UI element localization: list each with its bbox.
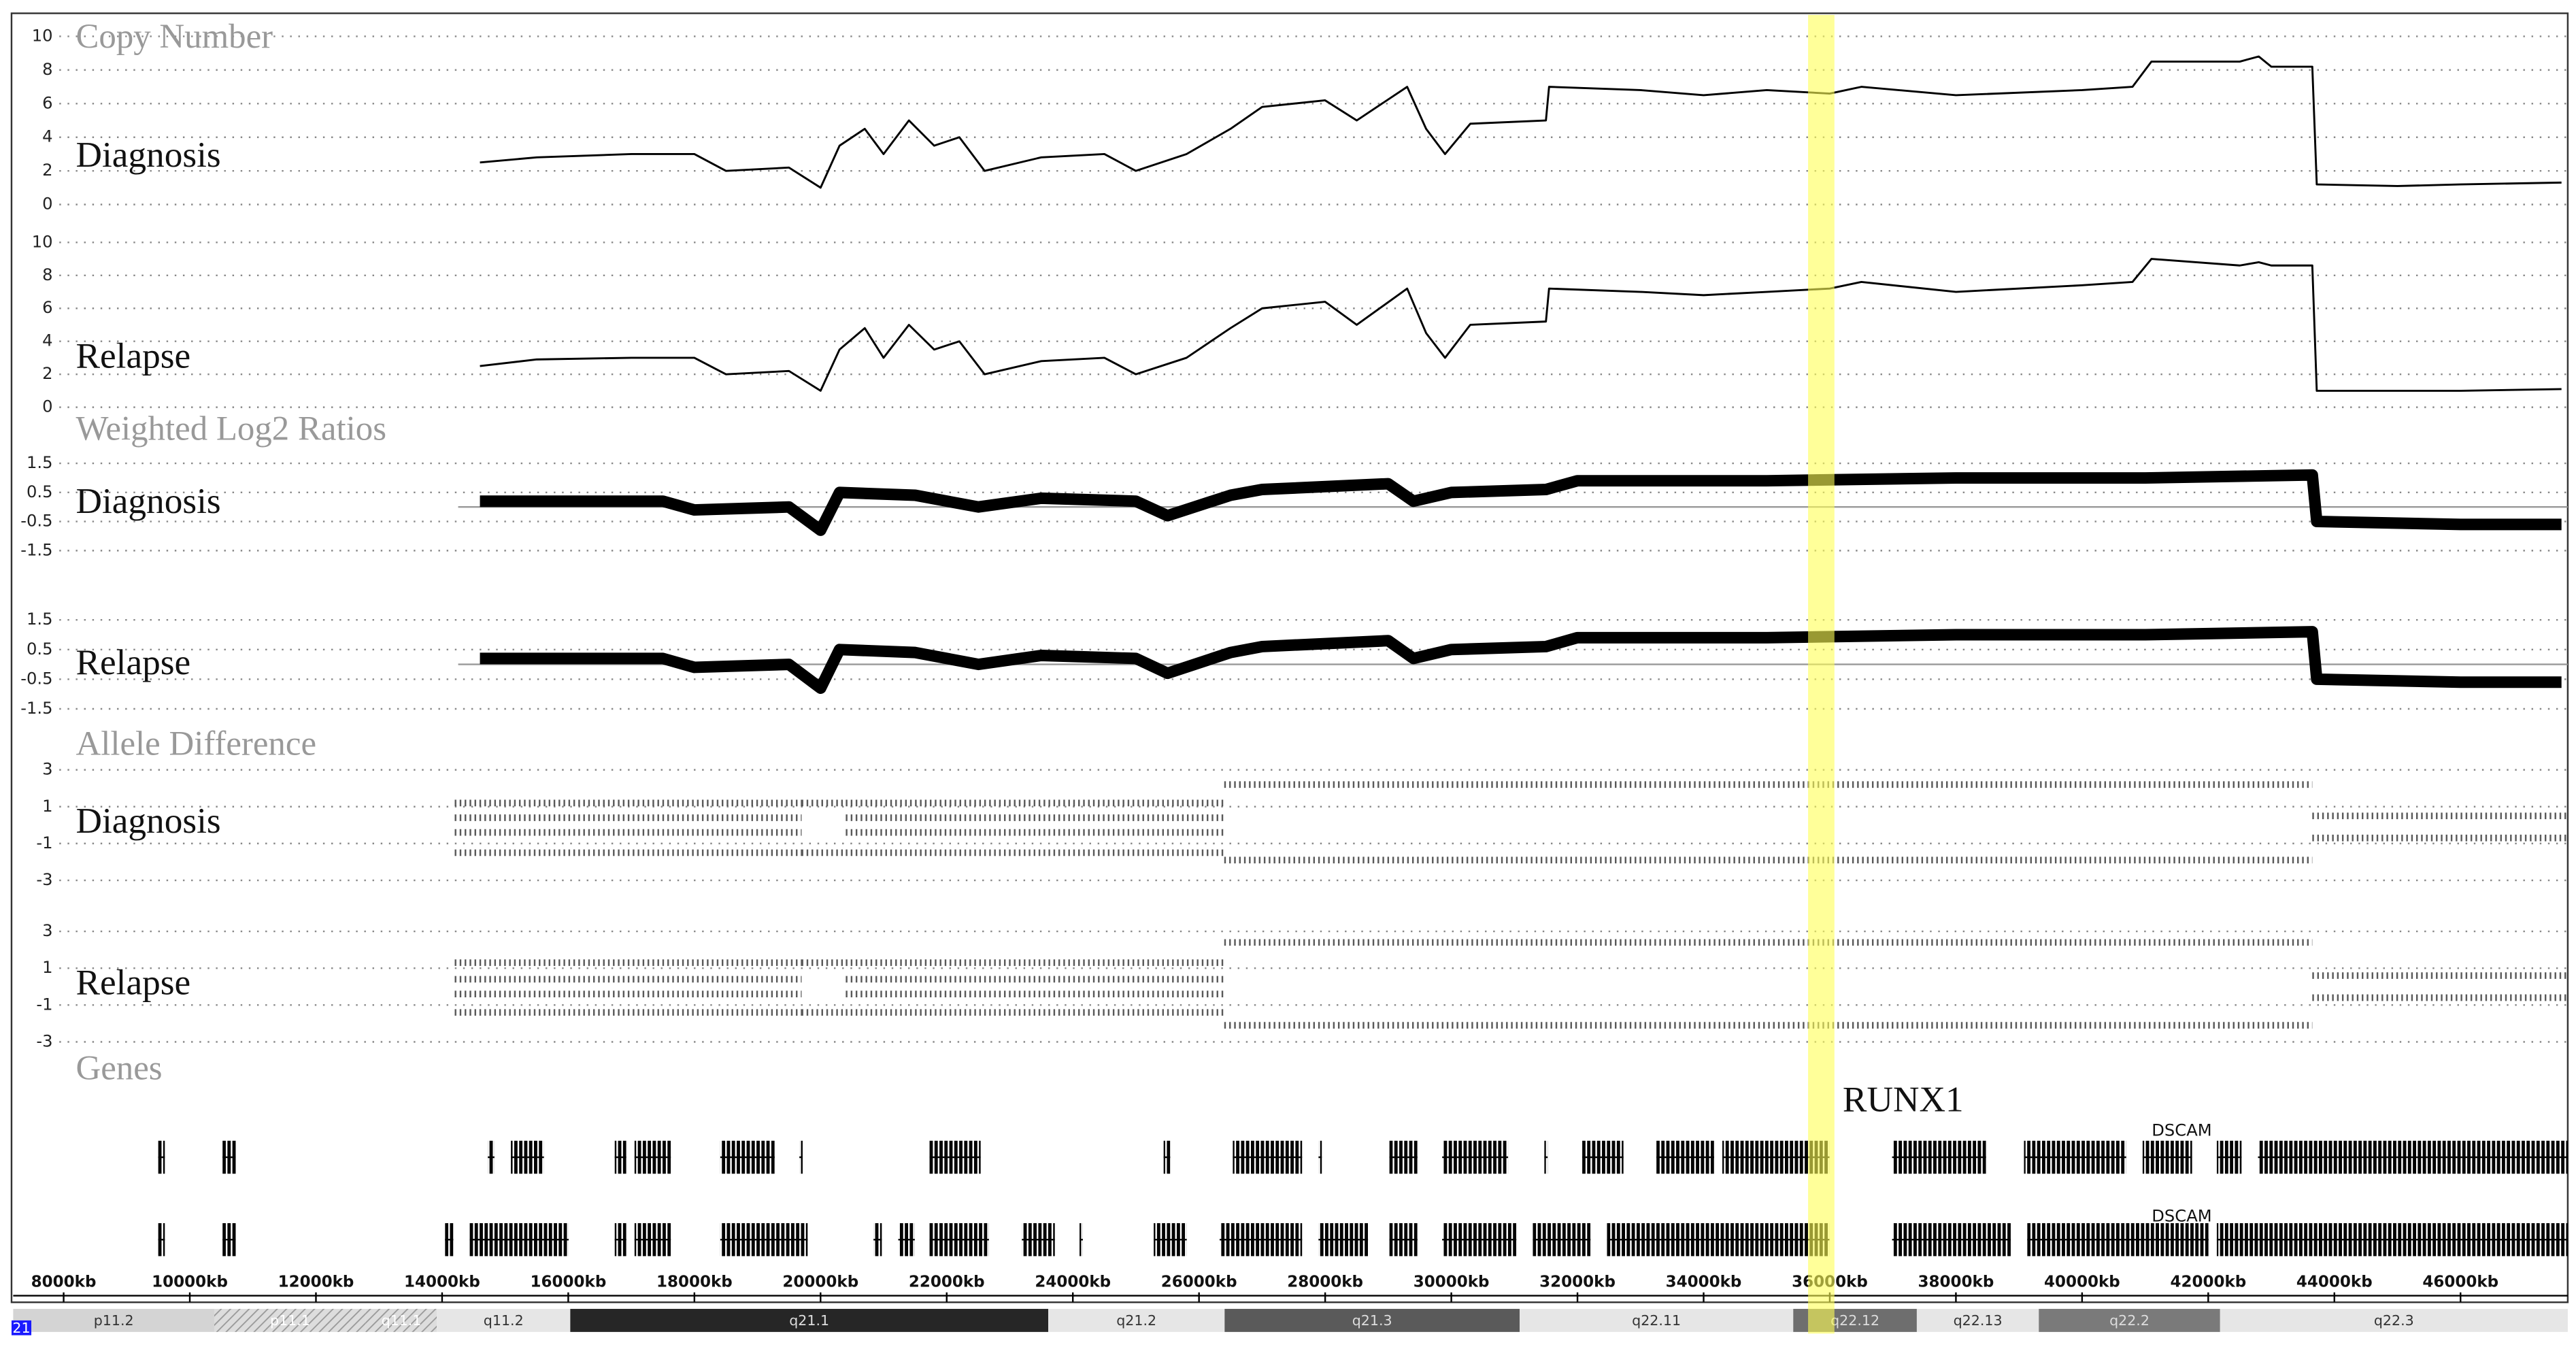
panel-label: Relapse (76, 642, 190, 682)
x-tick-label: 30000kb (1414, 1274, 1490, 1291)
cytoband (1916, 1308, 2039, 1332)
track-title: Weighted Log2 Ratios (76, 410, 386, 448)
x-tick-label: 34000kb (1666, 1274, 1742, 1291)
cytoband-label: q22.2 (2109, 1312, 2150, 1329)
y-tick-label: 6 (42, 93, 52, 112)
x-tick-label: 46000kb (2422, 1274, 2498, 1291)
copy-number-line (480, 258, 2562, 392)
x-tick-label: 38000kb (1918, 1274, 1994, 1291)
panel-label: Diagnosis (76, 481, 220, 521)
cytoband (1048, 1308, 1225, 1332)
cytoband-label: q22.13 (1954, 1312, 2003, 1329)
log2-ratio-band (480, 626, 2562, 694)
x-tick-label: 20000kb (782, 1274, 858, 1291)
cytoband-label: q11.1 (382, 1312, 422, 1329)
x-tick-label: 42000kb (2170, 1274, 2246, 1291)
copy-number-line (480, 55, 2562, 189)
y-tick-label: 0 (42, 195, 52, 214)
cytoband (2039, 1308, 2220, 1332)
y-tick-label: 1.5 (27, 453, 53, 472)
y-tick-label: 10 (32, 232, 53, 251)
frame (10, 12, 2569, 1303)
x-tick-label: 16000kb (531, 1274, 607, 1291)
cytoband-label: q11.2 (484, 1312, 524, 1329)
y-tick-label: 1 (42, 958, 52, 977)
x-tick-label: 40000kb (2044, 1274, 2120, 1291)
highlight (1808, 14, 1835, 1334)
panel-label: Diagnosis (76, 801, 220, 841)
y-tick-label: 6 (42, 298, 52, 317)
y-tick-label: 4 (42, 331, 52, 350)
cytoband (214, 1308, 366, 1332)
y-tick-label: -3 (36, 1031, 52, 1050)
panel-label: Relapse (76, 336, 190, 376)
x-tick-label: 10000kb (152, 1274, 228, 1291)
cytoband-label: q21.1 (789, 1312, 829, 1329)
gene-label-small: DSCAM (2152, 1206, 2211, 1225)
cytoband-label: q21.2 (1116, 1312, 1156, 1329)
y-tick-label: -0.5 (20, 512, 52, 531)
x-tick-label: 24000kb (1035, 1274, 1111, 1291)
track-title: Copy Number (76, 18, 273, 56)
y-tick-label: 8 (42, 60, 52, 79)
y-tick-label: 1 (42, 797, 52, 816)
y-tick-label: 1.5 (27, 610, 53, 629)
y-tick-label: -0.5 (20, 669, 52, 688)
x-tick-label: 32000kb (1539, 1274, 1616, 1291)
y-tick-label: 3 (42, 921, 52, 940)
cytoband-label: q22.3 (2374, 1312, 2414, 1329)
y-tick-label: 0 (42, 397, 52, 416)
y-tick-label: 2 (42, 364, 52, 383)
cytoband (570, 1308, 1049, 1332)
cytoband (365, 1308, 437, 1332)
cytoband-label: p11.1 (270, 1312, 310, 1329)
x-tick-label: 22000kb (909, 1274, 985, 1291)
panel-label: Diagnosis (76, 135, 220, 175)
x-tick-label: 12000kb (278, 1274, 354, 1291)
y-tick-label: -1 (36, 995, 52, 1014)
cytoband-label: q22.11 (1632, 1312, 1681, 1329)
y-tick-label: -3 (36, 870, 52, 889)
grid (13, 35, 2568, 1303)
track-title: Genes (76, 1050, 162, 1088)
x-tick-label: 8000kb (31, 1274, 97, 1291)
chromosome-label: 21 (12, 1320, 30, 1336)
gene-label-small: DSCAM (2152, 1120, 2211, 1140)
y-tick-label: 8 (42, 265, 52, 284)
y-tick-label: 3 (42, 760, 52, 779)
track-title: Allele Difference (76, 725, 316, 763)
labels: Copy Number Diagnosis 0 2 4 6 8 10 Relapse 0 2 4 6 8 1… (12, 14, 2498, 1336)
cytoband (13, 1308, 215, 1332)
y-tick-label: 10 (32, 26, 53, 45)
cytoband (1224, 1308, 1520, 1332)
cytoband (1520, 1308, 1794, 1332)
cytoband (437, 1308, 571, 1332)
cytoband (2220, 1308, 2568, 1332)
cytoband-label: p11.2 (94, 1312, 134, 1329)
cytoband-label: q22.12 (1830, 1312, 1879, 1329)
x-tick-label: 14000kb (404, 1274, 480, 1291)
cytoband-label: q21.3 (1352, 1312, 1392, 1329)
y-tick-label: -1 (36, 833, 52, 852)
x-tick-label: 28000kb (1287, 1274, 1363, 1291)
marks (11, 55, 2568, 1335)
y-tick-label: 2 (42, 161, 52, 180)
y-tick-label: -1.5 (20, 699, 52, 718)
y-tick-label: 4 (42, 127, 52, 146)
x-tick-label: 44000kb (2296, 1274, 2373, 1291)
y-tick-label: -1.5 (20, 540, 52, 559)
gene-label: RUNX1 (1843, 1079, 1964, 1119)
y-tick-label: 0.5 (27, 639, 53, 659)
x-tick-label: 18000kb (656, 1274, 733, 1291)
panel-label: Relapse (76, 962, 190, 1002)
chromosome-box (11, 1320, 32, 1335)
x-tick-label: 26000kb (1161, 1274, 1237, 1291)
y-tick-label: 0.5 (27, 482, 53, 501)
log2-ratio-band (480, 469, 2562, 536)
